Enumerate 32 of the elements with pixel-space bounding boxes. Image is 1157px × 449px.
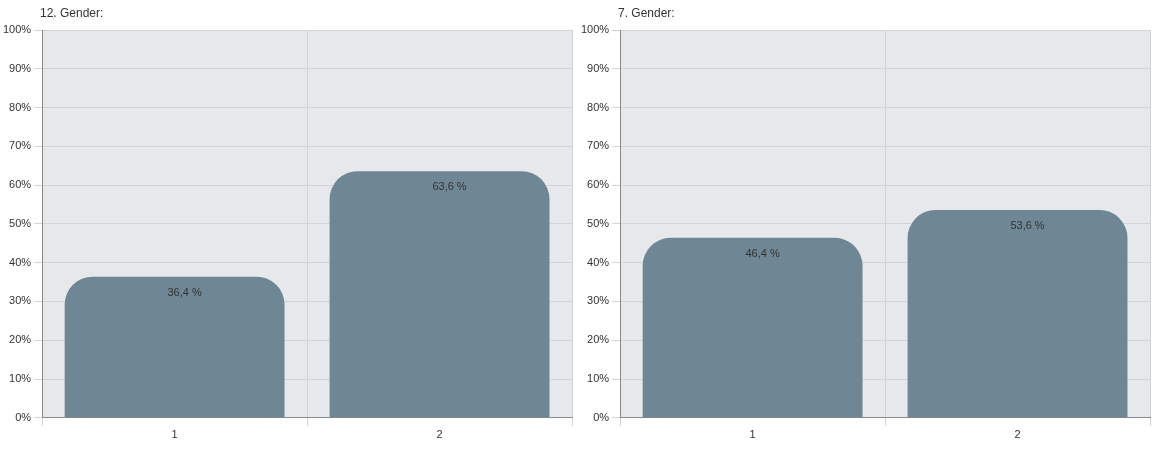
y-tick-label: 20% xyxy=(9,333,32,346)
y-tick-label: 20% xyxy=(587,333,610,346)
y-tick-label: 100% xyxy=(580,23,610,36)
x-tick-label: 1 xyxy=(749,428,756,441)
y-tick-label: 30% xyxy=(9,294,32,307)
y-tick-label: 50% xyxy=(9,216,32,229)
y-tick-label: 10% xyxy=(9,372,32,385)
y-tick-label: 100% xyxy=(2,23,32,36)
y-tick-label: 80% xyxy=(9,100,32,113)
x-tick-label: 1 xyxy=(171,428,178,441)
data-label: 46,4 % xyxy=(745,246,780,259)
y-tick-label: 40% xyxy=(587,255,610,268)
y-tick-label: 50% xyxy=(587,216,610,229)
y-tick-label: 70% xyxy=(587,139,610,152)
data-label: 36,4 % xyxy=(167,285,202,298)
chart-title: 7. Gender: xyxy=(618,6,675,20)
data-label: 53,6 % xyxy=(1010,218,1045,231)
y-tick-label: 90% xyxy=(9,61,32,74)
y-tick-label: 10% xyxy=(587,372,610,385)
data-label: 63,6 % xyxy=(432,180,467,193)
x-tick-label: 2 xyxy=(436,428,443,441)
y-tick-label: 0% xyxy=(593,410,610,423)
y-tick-label: 70% xyxy=(9,139,32,152)
y-tick-label: 60% xyxy=(587,178,610,191)
y-tick-label: 0% xyxy=(15,410,32,423)
y-tick-label: 40% xyxy=(9,255,32,268)
y-tick-label: 30% xyxy=(587,294,610,307)
y-tick-label: 80% xyxy=(587,100,610,113)
chart-title: 12. Gender: xyxy=(40,6,104,20)
y-tick-label: 60% xyxy=(9,178,32,191)
x-tick-label: 2 xyxy=(1014,428,1021,441)
y-tick-label: 90% xyxy=(587,61,610,74)
